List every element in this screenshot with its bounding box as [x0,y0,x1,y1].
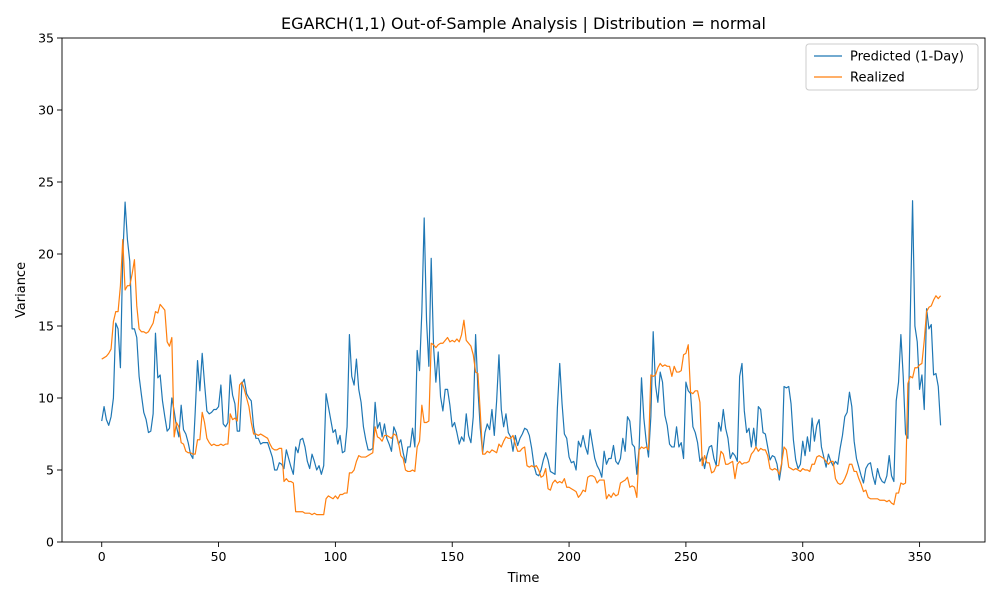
series-line-realized [101,239,942,516]
y-tick-label: 35 [38,31,54,46]
x-axis: 0 50 100 150 200 250 300 350 [98,542,932,564]
y-tick-label: 10 [38,391,54,406]
chart-title: EGARCH(1,1) Out-of-Sample Analysis | Dis… [281,14,766,33]
y-tick-label: 0 [46,535,54,550]
y-tick-label: 15 [38,319,54,334]
y-axis-title: Variance [14,262,29,318]
y-tick-label: 30 [38,103,54,118]
x-tick-label: 150 [440,549,464,564]
x-tick-label: 100 [323,549,347,564]
y-tick-label: 25 [38,175,54,190]
legend-box [805,43,979,91]
x-tick-label: 200 [557,549,581,564]
y-tick-label: 20 [38,247,54,262]
legend-label: Predicted (1-Day) [850,50,964,65]
legend-label: Realized [850,71,905,86]
plot-frame [61,37,986,543]
y-tick-label: 5 [46,463,54,478]
x-tick-label: 0 [98,549,106,564]
x-tick-label: 250 [674,549,698,564]
legend: Predicted (1-Day) Realized [805,43,979,91]
x-tick-label: 350 [908,549,932,564]
series-line-predicted [101,200,942,485]
y-axis: 0 5 10 15 20 25 30 35 [38,31,62,550]
x-tick-label: 50 [211,549,227,564]
plot-area [61,37,986,543]
x-axis-title: Time [507,571,540,586]
x-tick-label: 300 [791,549,815,564]
